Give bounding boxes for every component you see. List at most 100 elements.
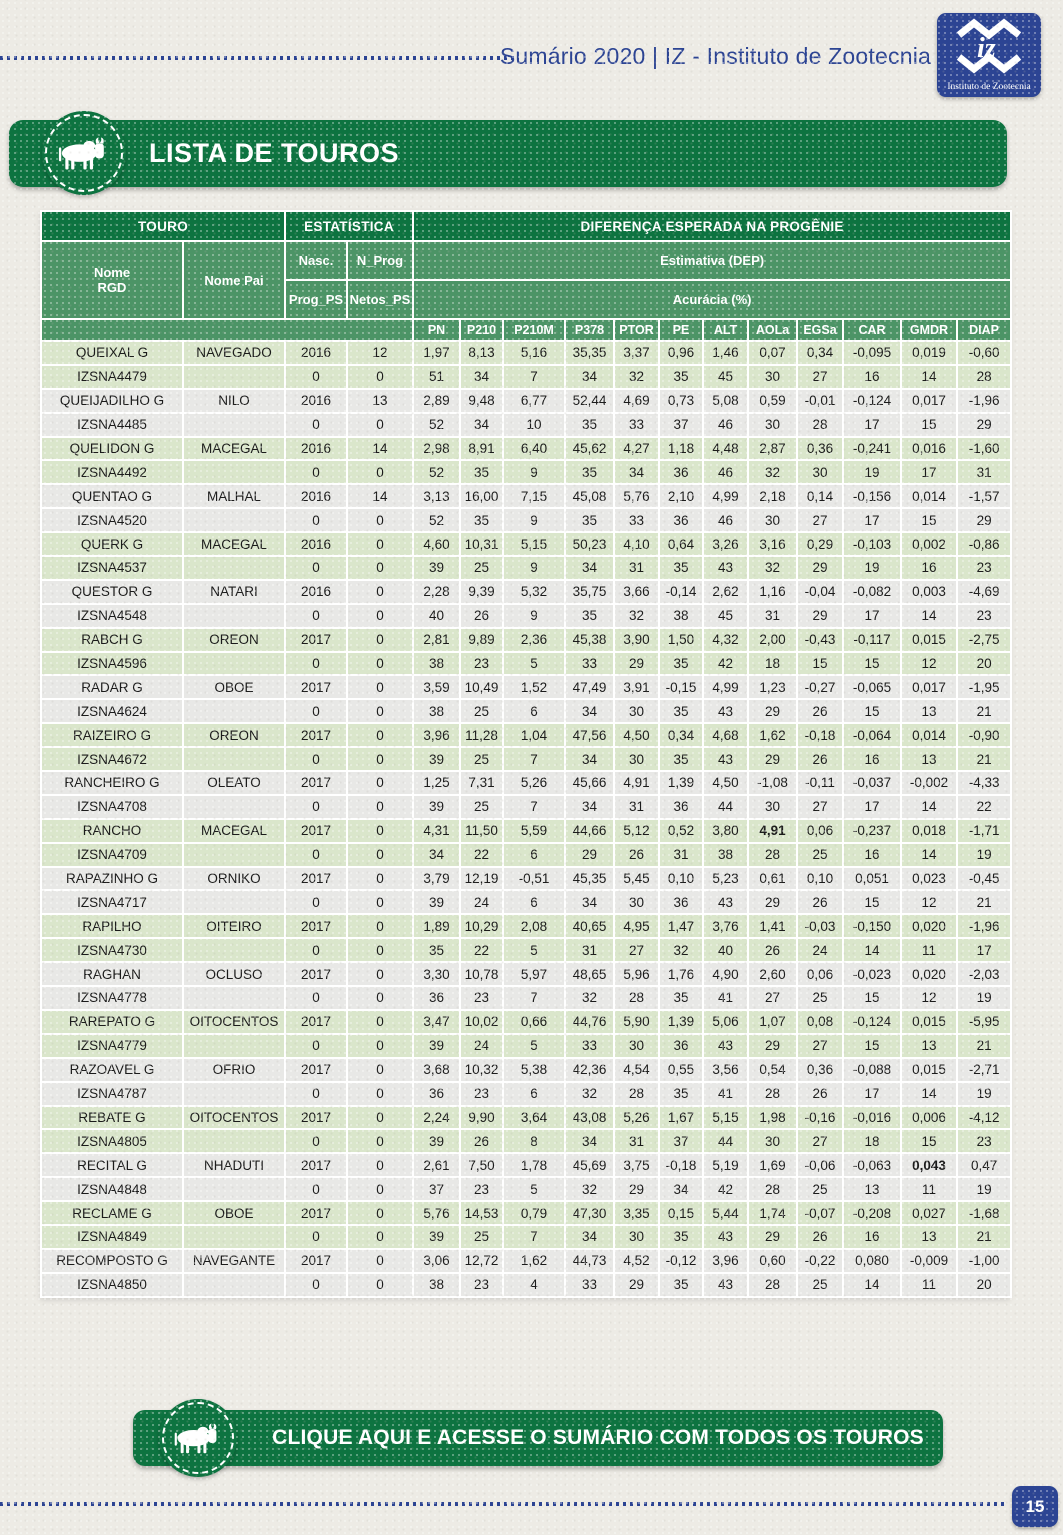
bull-acc-row: IZSNA4485 0 0 52 34 10 35 33 37 46 30 28 17 15 29 [40,411,1013,438]
bull-dep-row: QUEIXAL G NAVEGADO 2016 12 1,97 8,13 5,16 35,35… [40,340,1013,366]
acc-value-cell: 23 [459,650,505,677]
bull-acc-row: IZSNA4479 0 0 51 34 7 34 32 35 45 30 27 16 14 28 [40,363,1013,390]
rgd-label: RGD [97,280,127,295]
dep-value-cell: -0,15 [658,674,705,701]
dep-value-cell: -1,68 [956,1200,1013,1226]
acc-value-cell: 21 [956,889,1013,916]
dep-value-cell: -0,065 [842,674,903,701]
nprog-cell: 0 [346,913,415,940]
svg-text:iz: iz [977,33,996,64]
netosps-cell: 0 [346,363,415,390]
bull-name-cell: RADAR G [40,674,184,701]
dep-value-cell: 42,36 [564,1056,616,1083]
acc-value-cell: 39 [412,1223,462,1250]
acc-value-cell: 17 [842,411,903,438]
progps-cell: 0 [284,985,349,1011]
acc-value-cell: 35 [658,746,705,773]
bull-name-cell: RECLAME G [40,1200,184,1226]
dep-value-cell: 10,49 [459,674,505,701]
sire-empty-cell [181,650,287,677]
acc-value-cell: 33 [613,411,661,438]
dep-value-cell: 0,34 [796,340,845,366]
acc-value-cell: 26 [613,841,661,868]
birth-year-cell: 2016 [284,531,349,558]
birth-year-cell: 2017 [284,1152,349,1179]
summary-link-banner[interactable]: CLIQUE AQUI E ACESSE O SUMÁRIO COM TODOS… [133,1399,943,1477]
acc-value-cell: 24 [796,937,845,964]
acc-value-cell: 23 [956,555,1013,581]
acc-value-cell: 10 [502,411,567,438]
dep-value-cell: 0,015 [900,626,959,653]
bull-acc-row: IZSNA4492 0 0 52 35 9 35 34 36 46 32 30 19 17 31 [40,459,1013,486]
acc-value-cell: 14 [900,793,959,820]
sire-name-cell: MACEGAL [181,531,287,558]
acc-value-cell: 33 [564,650,616,677]
touros-table-container: TOURO ESTATÍSTICA DIFERENÇA ESPERADA NA … [39,210,1013,1298]
dep-value-cell: 5,16 [502,340,567,366]
dep-value-cell: 10,78 [459,961,505,988]
dep-value-cell: 45,35 [564,865,616,892]
acc-value-cell: 26 [459,1128,505,1155]
acc-value-cell: 34 [564,698,616,725]
acc-value-cell: 5 [502,1176,567,1203]
bull-acc-row: IZSNA4548 0 0 40 26 9 35 32 38 45 31 29 17 14 23 [40,602,1013,629]
acc-value-cell: 7 [502,746,567,773]
dep-value-cell: 12,19 [459,865,505,892]
dep-value-cell: -0,45 [956,865,1013,892]
dep-value-cell: -0,43 [796,626,845,653]
dep-value-cell: -2,03 [956,961,1013,988]
dep-value-cell: -0,51 [502,865,567,892]
bull-name-cell: RAIZEIRO G [40,722,184,749]
rgd-cell: IZSNA4537 [40,555,184,581]
acc-value-cell: 29 [796,602,845,629]
progps-cell: 0 [284,602,349,629]
bull-dep-row: RAREPATO G OITOCENTOS 2017 0 3,47 10,02 0,66 44… [40,1008,1013,1035]
acc-value-cell: 21 [956,1032,1013,1059]
acc-value-cell: 12 [900,985,959,1011]
dep-value-cell: 0,73 [658,387,705,414]
touros-table: TOURO ESTATÍSTICA DIFERENÇA ESPERADA NA … [39,210,1013,1298]
acc-value-cell: 35 [658,1271,705,1298]
dep-value-cell: 7,15 [502,483,567,510]
acc-value-cell: 35 [658,1223,705,1250]
acc-value-cell: 36 [658,793,705,820]
bull-name-cell: RAREPATO G [40,1008,184,1035]
acc-value-cell: 29 [956,411,1013,438]
netosps-cell: 0 [346,698,415,725]
nome-label: Nome [93,265,131,280]
acc-value-cell: 34 [658,1176,705,1203]
dep-value-cell: 5,38 [502,1056,567,1083]
acc-value-cell: 34 [564,1128,616,1155]
dep-value-cell: 1,52 [502,674,567,701]
acc-value-cell: 41 [702,985,750,1011]
dep-value-cell: 47,49 [564,674,616,701]
sire-name-cell: MACEGAL [181,817,287,844]
dep-value-cell: 0,36 [796,435,845,462]
dep-value-cell: 44,76 [564,1008,616,1035]
acc-value-cell: 29 [796,555,845,581]
bull-icon [58,137,104,170]
acc-value-cell: 22 [459,841,505,868]
dep-value-cell: 11,50 [459,817,505,844]
dep-value-cell: -1,57 [956,483,1013,510]
acc-value-cell: 37 [658,1128,705,1155]
dep-value-cell: 6,40 [502,435,567,462]
acc-value-cell: 15 [900,411,959,438]
dep-value-cell: 0,016 [900,435,959,462]
dep-value-cell: -0,016 [842,1104,903,1131]
dep-value-cell: 45,62 [564,435,616,462]
acc-value-cell: 43 [702,889,750,916]
dep-value-cell: 0,014 [900,483,959,510]
bull-dep-row: RAPILHO OITEIRO 2017 0 1,89 10,29 2,08 40,65 4,9… [40,913,1013,940]
sire-empty-cell [181,411,287,438]
dep-value-cell: 9,90 [459,1104,505,1131]
sire-empty-cell [181,1128,287,1155]
footer-dotted-line [0,1502,1008,1506]
dep-value-cell: 0,61 [747,865,799,892]
netosps-cell: 0 [346,507,415,534]
acc-value-cell: 19 [956,1080,1013,1107]
dep-value-cell: 9,89 [459,626,505,653]
sire-name-cell: ORNIKO [181,865,287,892]
acc-value-cell: 38 [412,1271,462,1298]
acc-value-cell: 13 [900,1223,959,1250]
